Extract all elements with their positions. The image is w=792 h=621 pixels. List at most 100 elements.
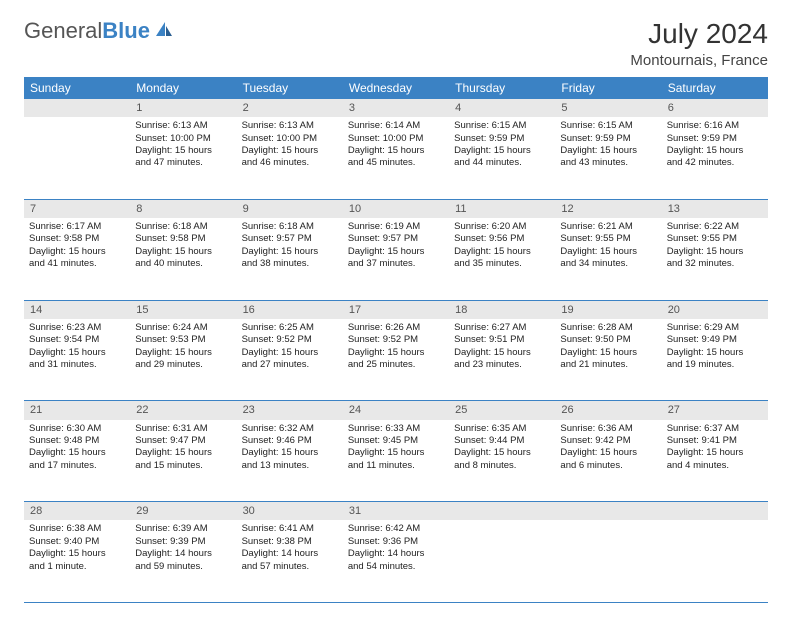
day-info-line: Sunset: 10:00 PM — [348, 133, 444, 145]
day-header: Sunday — [24, 77, 130, 99]
day-info-line: Sunrise: 6:28 AM — [560, 322, 656, 334]
day-info-line: Sunrise: 6:26 AM — [348, 322, 444, 334]
day-info-line: Daylight: 15 hours — [560, 145, 656, 157]
day-info-line: Daylight: 15 hours — [348, 347, 444, 359]
day-cell: Sunrise: 6:35 AMSunset: 9:44 PMDaylight:… — [449, 420, 555, 502]
day-cell: Sunrise: 6:18 AMSunset: 9:58 PMDaylight:… — [130, 218, 236, 300]
day-number: 20 — [662, 300, 768, 319]
day-info-line: and 35 minutes. — [454, 258, 550, 270]
day-number-row: 123456 — [24, 99, 768, 117]
day-info-line: Sunset: 9:59 PM — [667, 133, 763, 145]
day-info-line: Sunrise: 6:13 AM — [135, 120, 231, 132]
day-info-line: Sunrise: 6:18 AM — [135, 221, 231, 233]
day-cell: Sunrise: 6:21 AMSunset: 9:55 PMDaylight:… — [555, 218, 661, 300]
day-number — [24, 99, 130, 117]
day-info-line: Sunset: 9:42 PM — [560, 435, 656, 447]
day-info-line: Sunset: 9:52 PM — [242, 334, 338, 346]
day-number: 31 — [343, 502, 449, 521]
day-info-line: Daylight: 15 hours — [29, 447, 125, 459]
day-cell: Sunrise: 6:26 AMSunset: 9:52 PMDaylight:… — [343, 319, 449, 401]
day-cell: Sunrise: 6:37 AMSunset: 9:41 PMDaylight:… — [662, 420, 768, 502]
day-header: Tuesday — [237, 77, 343, 99]
day-number — [662, 502, 768, 521]
day-info-line: and 37 minutes. — [348, 258, 444, 270]
day-info-line: Sunset: 9:38 PM — [242, 536, 338, 548]
day-info-line: Sunrise: 6:17 AM — [29, 221, 125, 233]
day-info-line: Daylight: 15 hours — [29, 548, 125, 560]
day-info-line: and 32 minutes. — [667, 258, 763, 270]
day-cell: Sunrise: 6:41 AMSunset: 9:38 PMDaylight:… — [237, 520, 343, 602]
day-cell: Sunrise: 6:17 AMSunset: 9:58 PMDaylight:… — [24, 218, 130, 300]
day-info-line: Sunset: 9:39 PM — [135, 536, 231, 548]
day-number: 3 — [343, 99, 449, 117]
day-info-line: Sunrise: 6:38 AM — [29, 523, 125, 535]
day-info-line: Sunset: 9:55 PM — [560, 233, 656, 245]
day-number: 19 — [555, 300, 661, 319]
day-cell: Sunrise: 6:24 AMSunset: 9:53 PMDaylight:… — [130, 319, 236, 401]
logo-text-gray: General — [24, 18, 102, 43]
day-info-line: Daylight: 15 hours — [242, 347, 338, 359]
day-info-line: and 45 minutes. — [348, 157, 444, 169]
day-cell: Sunrise: 6:36 AMSunset: 9:42 PMDaylight:… — [555, 420, 661, 502]
day-number — [449, 502, 555, 521]
day-number: 28 — [24, 502, 130, 521]
day-number: 2 — [237, 99, 343, 117]
day-cell: Sunrise: 6:39 AMSunset: 9:39 PMDaylight:… — [130, 520, 236, 602]
sail-icon — [154, 20, 174, 43]
day-number: 10 — [343, 199, 449, 218]
day-info-line: Sunset: 9:58 PM — [29, 233, 125, 245]
day-info-line: and 11 minutes. — [348, 460, 444, 472]
day-info-line: Sunrise: 6:14 AM — [348, 120, 444, 132]
day-number: 16 — [237, 300, 343, 319]
day-info-line: Sunrise: 6:18 AM — [242, 221, 338, 233]
calendar-page: GeneralBlue July 2024 Montournais, Franc… — [0, 0, 792, 621]
day-number: 24 — [343, 401, 449, 420]
day-number: 30 — [237, 502, 343, 521]
day-cell: Sunrise: 6:38 AMSunset: 9:40 PMDaylight:… — [24, 520, 130, 602]
day-cell: Sunrise: 6:15 AMSunset: 9:59 PMDaylight:… — [449, 117, 555, 199]
day-info-line: Daylight: 15 hours — [29, 246, 125, 258]
day-info-line: Daylight: 15 hours — [135, 145, 231, 157]
day-info-line: and 21 minutes. — [560, 359, 656, 371]
day-number: 14 — [24, 300, 130, 319]
day-info-line: and 15 minutes. — [135, 460, 231, 472]
day-info-line: and 41 minutes. — [29, 258, 125, 270]
day-number: 21 — [24, 401, 130, 420]
day-info-line: Sunset: 9:57 PM — [242, 233, 338, 245]
day-info-line: Sunrise: 6:15 AM — [454, 120, 550, 132]
day-info-line: and 19 minutes. — [667, 359, 763, 371]
day-number-row: 78910111213 — [24, 199, 768, 218]
day-info-line: and 8 minutes. — [454, 460, 550, 472]
day-header: Wednesday — [343, 77, 449, 99]
day-number: 29 — [130, 502, 236, 521]
day-info-line: Daylight: 15 hours — [135, 447, 231, 459]
day-cell: Sunrise: 6:28 AMSunset: 9:50 PMDaylight:… — [555, 319, 661, 401]
day-info-line: Daylight: 15 hours — [348, 145, 444, 157]
day-number: 15 — [130, 300, 236, 319]
logo-text-blue: Blue — [102, 18, 150, 43]
day-number: 1 — [130, 99, 236, 117]
day-info-line: Sunrise: 6:39 AM — [135, 523, 231, 535]
day-number: 7 — [24, 199, 130, 218]
location-label: Montournais, France — [630, 52, 768, 69]
day-info-line: Daylight: 15 hours — [242, 447, 338, 459]
day-info-line: and 57 minutes. — [242, 561, 338, 573]
day-cell: Sunrise: 6:23 AMSunset: 9:54 PMDaylight:… — [24, 319, 130, 401]
day-number: 23 — [237, 401, 343, 420]
day-info-line: Sunset: 9:58 PM — [135, 233, 231, 245]
day-info-line: Daylight: 15 hours — [135, 347, 231, 359]
day-info-line: and 38 minutes. — [242, 258, 338, 270]
day-info-line: Daylight: 15 hours — [29, 347, 125, 359]
day-number: 12 — [555, 199, 661, 218]
day-number: 4 — [449, 99, 555, 117]
day-info-line: and 46 minutes. — [242, 157, 338, 169]
day-number: 11 — [449, 199, 555, 218]
day-info-line: and 17 minutes. — [29, 460, 125, 472]
day-cell: Sunrise: 6:29 AMSunset: 9:49 PMDaylight:… — [662, 319, 768, 401]
day-info-line: Sunset: 9:49 PM — [667, 334, 763, 346]
day-info-line: Daylight: 15 hours — [348, 246, 444, 258]
day-info-line: Sunset: 9:44 PM — [454, 435, 550, 447]
day-info-line: Sunset: 9:55 PM — [667, 233, 763, 245]
day-cell — [449, 520, 555, 602]
day-info-line: Sunset: 9:47 PM — [135, 435, 231, 447]
